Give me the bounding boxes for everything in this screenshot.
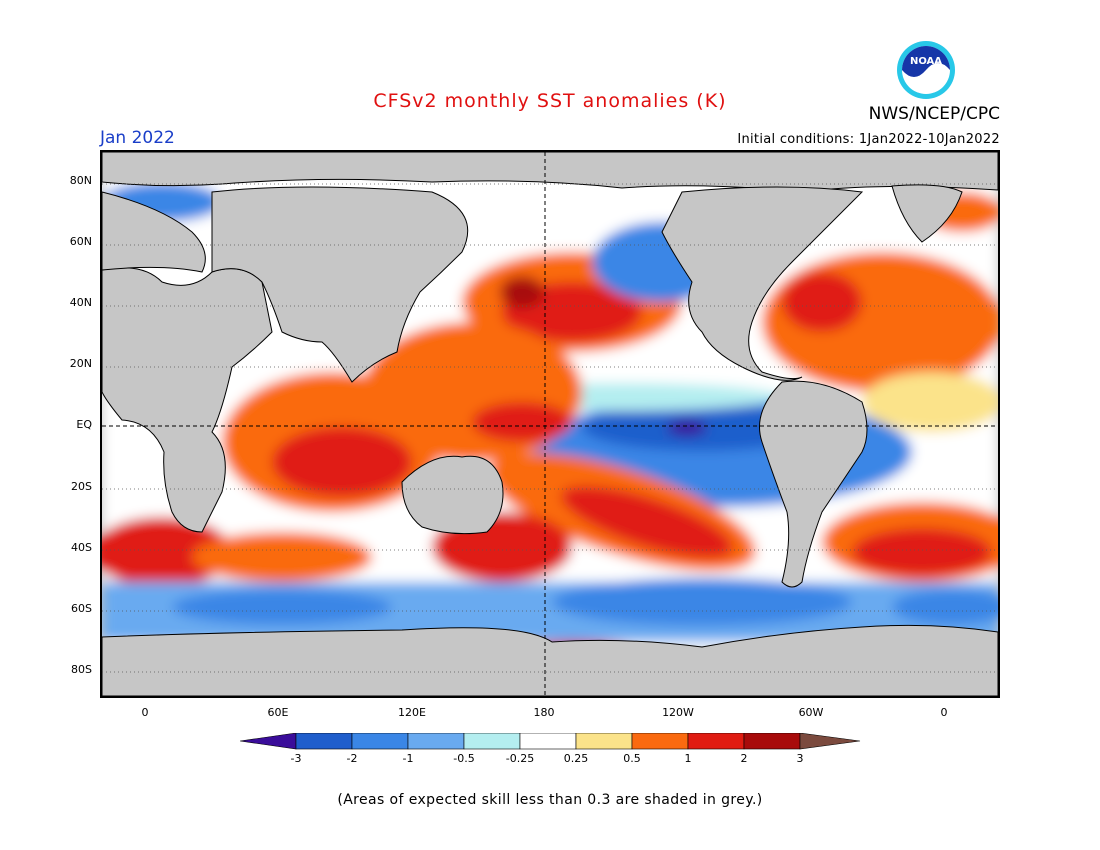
colorbar-label: 3	[796, 752, 804, 765]
lat-label-80n: 80N	[69, 174, 92, 187]
map-gridlines	[102, 183, 998, 673]
lat-label-80s: 80S	[71, 663, 92, 676]
lat-label-40n: 40N	[69, 296, 92, 309]
chart-title: CFSv2 monthly SST anomalies (K)	[373, 90, 727, 112]
colorbar-swatch-lt-3	[240, 733, 297, 750]
lon-label-60e: 60E	[267, 706, 289, 719]
colorbar-swatch	[463, 733, 521, 750]
colorbar-label: -1	[402, 752, 414, 765]
colorbar-swatch	[295, 733, 353, 750]
colorbar-label: -0.25	[505, 752, 535, 765]
lon-label-180: 180	[533, 706, 555, 719]
colorbar-label: 2	[740, 752, 748, 765]
lon-label-120e: 120E	[398, 706, 426, 719]
initial-conditions: Initial conditions: 1Jan2022-10Jan2022	[737, 132, 1000, 147]
colorbar-swatch	[631, 733, 689, 750]
colorbar-swatch-gt-3	[799, 733, 861, 750]
lon-label-0-east: 0	[940, 706, 948, 719]
lat-label-20n: 20N	[69, 357, 92, 370]
lat-label-60n: 60N	[69, 235, 92, 248]
agency-label: NWS/NCEP/CPC	[868, 104, 1000, 124]
colorbar-label: -0.5	[453, 752, 475, 765]
colorbar-label: 0.25	[563, 752, 589, 765]
colorbar-swatch	[351, 733, 409, 750]
colorbar-label: -2	[346, 752, 358, 765]
map-canvas	[102, 152, 998, 696]
skill-footnote: (Areas of expected skill less than 0.3 a…	[337, 792, 763, 808]
colorbar-label: 0.5	[623, 752, 641, 765]
noaa-logo: NOAA	[897, 41, 955, 99]
colorbar-label: 1	[684, 752, 692, 765]
logo-text: NOAA	[910, 56, 942, 67]
colorbar-swatch	[687, 733, 745, 750]
colorbar-swatch	[575, 733, 633, 750]
land-masses	[102, 152, 998, 696]
colorbar-swatch	[743, 733, 801, 750]
sst-anomaly-map	[100, 150, 1000, 698]
lon-label-60w: 60W	[798, 706, 824, 719]
forecast-month: Jan 2022	[100, 128, 175, 148]
colorbar	[240, 733, 861, 750]
colorbar-swatch	[519, 733, 577, 750]
lat-label-40s: 40S	[71, 541, 92, 554]
colorbar-label: -3	[290, 752, 302, 765]
lon-label-120w: 120W	[662, 706, 694, 719]
lon-label-0-west: 0	[141, 706, 149, 719]
lat-label-60s: 60S	[71, 602, 92, 615]
reference-lines	[102, 152, 998, 696]
colorbar-swatch	[407, 733, 465, 750]
lat-label-20s: 20S	[71, 480, 92, 493]
lat-label-eq: EQ	[76, 418, 92, 431]
